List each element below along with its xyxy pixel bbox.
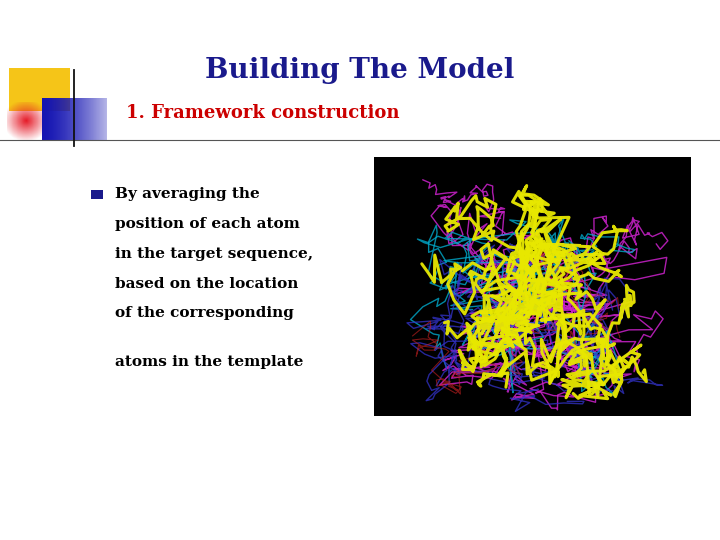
Bar [374, 157, 691, 416]
Text: By averaging the: By averaging the [115, 187, 260, 201]
Text: in the target sequence,: in the target sequence, [115, 247, 313, 261]
Text: atoms in the template: atoms in the template [115, 355, 304, 369]
Bar [91, 190, 103, 199]
Bar [9, 68, 70, 111]
Text: Building The Model: Building The Model [205, 57, 515, 84]
Text: based on the location: based on the location [115, 276, 299, 291]
Text: 1. Framework construction: 1. Framework construction [126, 104, 400, 123]
Text: of the corresponding: of the corresponding [115, 306, 294, 320]
Text: position of each atom: position of each atom [115, 217, 300, 231]
